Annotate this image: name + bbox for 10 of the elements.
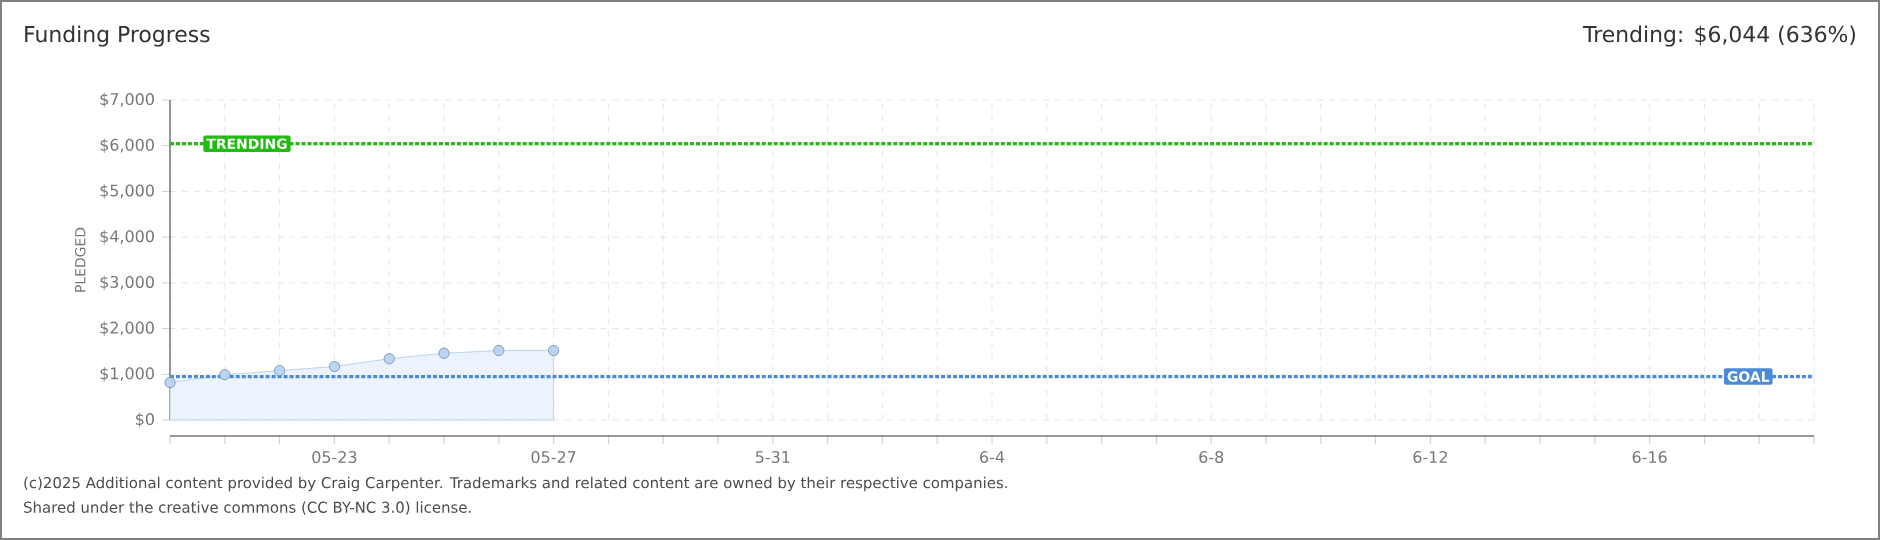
point	[548, 344, 560, 357]
chart-subtitle: Trending: $6,044 (636%)	[1582, 25, 1856, 47]
point	[219, 369, 231, 381]
point	[164, 376, 176, 389]
point	[383, 353, 395, 365]
point	[493, 344, 505, 357]
chart-title: Funding Progress	[25, 25, 210, 47]
point	[274, 365, 286, 377]
point	[438, 347, 450, 359]
point	[328, 360, 340, 373]
